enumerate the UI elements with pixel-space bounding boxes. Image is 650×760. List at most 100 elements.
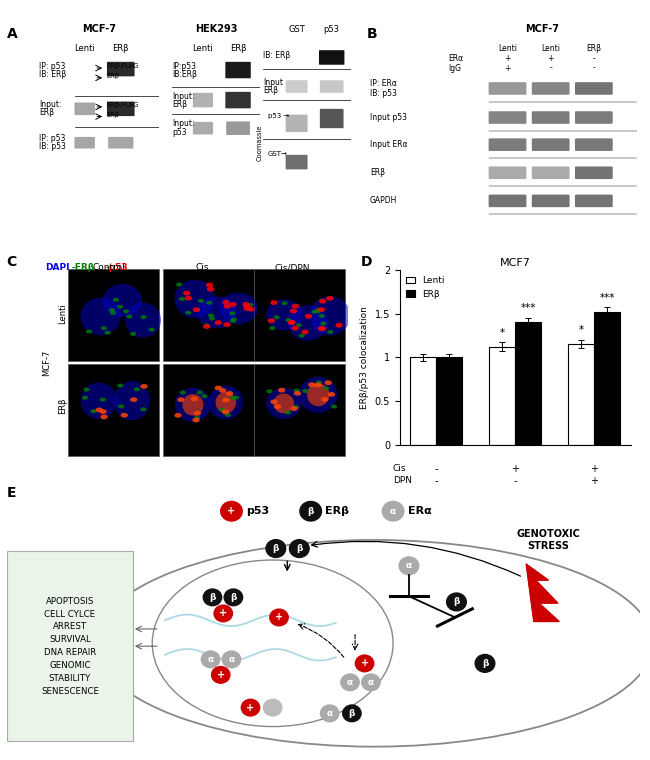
Ellipse shape — [307, 383, 330, 407]
Text: B: B — [367, 27, 378, 40]
Circle shape — [293, 405, 299, 409]
Text: Lenti: Lenti — [74, 44, 95, 53]
Circle shape — [214, 605, 233, 622]
Text: +: + — [246, 702, 255, 713]
Circle shape — [231, 318, 237, 321]
Circle shape — [196, 391, 203, 394]
Circle shape — [288, 320, 295, 325]
Ellipse shape — [175, 388, 211, 422]
Circle shape — [134, 388, 140, 391]
Text: β: β — [453, 597, 460, 606]
Circle shape — [101, 326, 107, 330]
FancyBboxPatch shape — [532, 138, 569, 151]
Circle shape — [318, 326, 325, 331]
Title: MCF7: MCF7 — [500, 258, 530, 268]
Circle shape — [328, 392, 335, 397]
Text: α: α — [406, 562, 412, 570]
Circle shape — [226, 391, 233, 396]
Text: α: α — [228, 655, 235, 664]
FancyBboxPatch shape — [320, 81, 344, 93]
Circle shape — [308, 382, 315, 387]
Circle shape — [270, 609, 288, 625]
Circle shape — [315, 382, 322, 388]
Text: Control: Control — [92, 263, 125, 272]
FancyBboxPatch shape — [107, 102, 135, 116]
Text: Lenti: Lenti — [541, 44, 560, 53]
Text: β: β — [296, 544, 302, 553]
Text: p53: p53 — [324, 25, 340, 34]
Text: Input: Input — [263, 78, 283, 87]
Circle shape — [185, 311, 191, 315]
Text: APOPTOSIS
CELL CYLCE
ARREST
SURVIVAL
DNA REPAIR
GENOMIC
STABILITY
SENESCENCE: APOPTOSIS CELL CYLCE ARREST SURVIVAL DNA… — [41, 597, 99, 695]
Text: GST→: GST→ — [268, 151, 287, 157]
Circle shape — [194, 411, 201, 416]
Text: ERβ: ERβ — [586, 44, 601, 53]
Circle shape — [229, 312, 235, 315]
Text: β: β — [348, 709, 355, 718]
Circle shape — [266, 540, 285, 557]
Bar — [68, 269, 159, 361]
Circle shape — [244, 306, 251, 311]
Bar — [515, 322, 541, 445]
Circle shape — [294, 388, 300, 392]
Circle shape — [266, 389, 272, 393]
Circle shape — [291, 326, 299, 331]
Circle shape — [120, 413, 128, 418]
Text: A: A — [6, 27, 18, 40]
Circle shape — [319, 326, 326, 331]
Text: ***: *** — [521, 303, 536, 313]
Circle shape — [219, 407, 225, 412]
Ellipse shape — [208, 385, 243, 420]
Ellipse shape — [114, 381, 150, 420]
FancyBboxPatch shape — [319, 50, 344, 65]
Bar — [254, 269, 344, 361]
Text: Input:: Input: — [172, 92, 195, 101]
Text: -: - — [514, 476, 517, 486]
Text: IgG: IgG — [448, 64, 461, 73]
Text: GST: GST — [288, 25, 305, 34]
Circle shape — [305, 314, 312, 318]
Circle shape — [126, 315, 133, 318]
Bar — [594, 312, 620, 445]
Circle shape — [243, 304, 251, 309]
Text: IP:p53: IP:p53 — [172, 62, 196, 71]
Circle shape — [194, 416, 200, 420]
Circle shape — [222, 299, 230, 305]
Circle shape — [292, 304, 299, 309]
Text: +: + — [590, 476, 598, 486]
Circle shape — [290, 309, 297, 313]
Circle shape — [190, 397, 198, 401]
Circle shape — [326, 296, 333, 301]
Circle shape — [281, 301, 287, 306]
Circle shape — [140, 384, 148, 389]
Circle shape — [177, 397, 185, 402]
FancyBboxPatch shape — [575, 82, 613, 95]
FancyBboxPatch shape — [575, 195, 613, 207]
Text: -: - — [592, 54, 595, 63]
Ellipse shape — [310, 296, 350, 336]
FancyBboxPatch shape — [285, 155, 307, 169]
Ellipse shape — [266, 299, 302, 331]
Circle shape — [399, 557, 419, 575]
Circle shape — [113, 298, 119, 302]
Circle shape — [117, 305, 124, 309]
FancyBboxPatch shape — [193, 122, 213, 135]
Circle shape — [327, 330, 333, 334]
Text: α: α — [390, 507, 396, 516]
FancyBboxPatch shape — [75, 137, 95, 148]
Text: +: + — [361, 658, 369, 668]
Text: p53 →: p53 → — [268, 112, 289, 119]
Text: α: α — [347, 678, 353, 687]
Ellipse shape — [266, 388, 302, 419]
Circle shape — [214, 320, 222, 325]
Circle shape — [318, 314, 325, 318]
Circle shape — [269, 326, 276, 330]
Text: Cis: Cis — [196, 263, 209, 272]
Circle shape — [90, 409, 96, 413]
Circle shape — [341, 674, 359, 691]
Text: Lenti: Lenti — [498, 44, 517, 53]
Circle shape — [203, 324, 210, 328]
Circle shape — [130, 397, 137, 402]
Circle shape — [198, 299, 204, 302]
Text: β: β — [307, 507, 314, 516]
